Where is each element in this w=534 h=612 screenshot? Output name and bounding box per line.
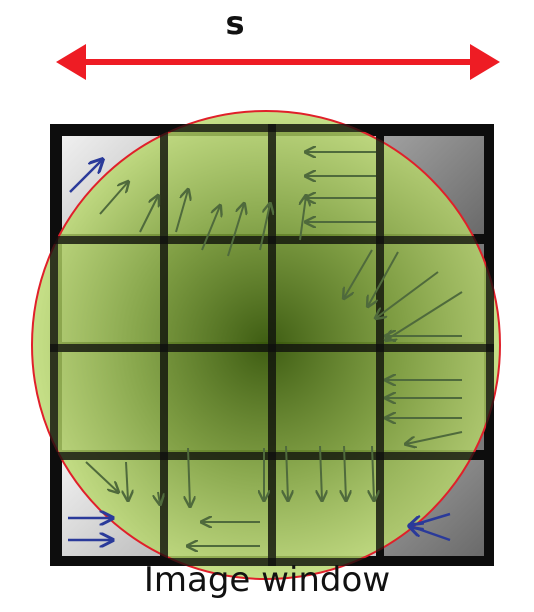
gradient-arrow-icon: [376, 271, 439, 318]
outside-arrow-icon: [410, 526, 451, 542]
gradient-arrow-icon: [99, 182, 128, 215]
gradient-arrows: [68, 152, 463, 546]
gradient-arrow-icon: [344, 445, 346, 500]
gradient-arrow-icon: [372, 445, 374, 500]
gradient-arrow-icon: [175, 190, 188, 233]
gradient-arrow-icon: [227, 204, 244, 257]
gradient-arrow-icon: [368, 251, 399, 306]
gradient-arrow-icon: [158, 491, 160, 504]
gradient-arrow-icon: [320, 445, 322, 500]
gradient-arrow-icon: [85, 461, 118, 492]
scale-label: s: [225, 4, 245, 42]
gradient-arrow-icon: [126, 461, 128, 500]
outside-arrow-icon: [69, 160, 102, 193]
gradient-arrow-icon: [188, 447, 190, 506]
gradient-arrow-icon: [286, 445, 288, 500]
gradient-arrow-icon: [386, 291, 463, 340]
scale-arrow-icon: [56, 44, 500, 80]
gradient-arrow-icon: [406, 431, 463, 444]
gradient-arrow-icon: [201, 206, 220, 251]
gradient-arrow-icon: [344, 249, 373, 298]
gradient-arrow-icon: [259, 204, 270, 251]
gradient-arrow-icon: [139, 196, 158, 233]
caption: Image window: [143, 560, 391, 600]
